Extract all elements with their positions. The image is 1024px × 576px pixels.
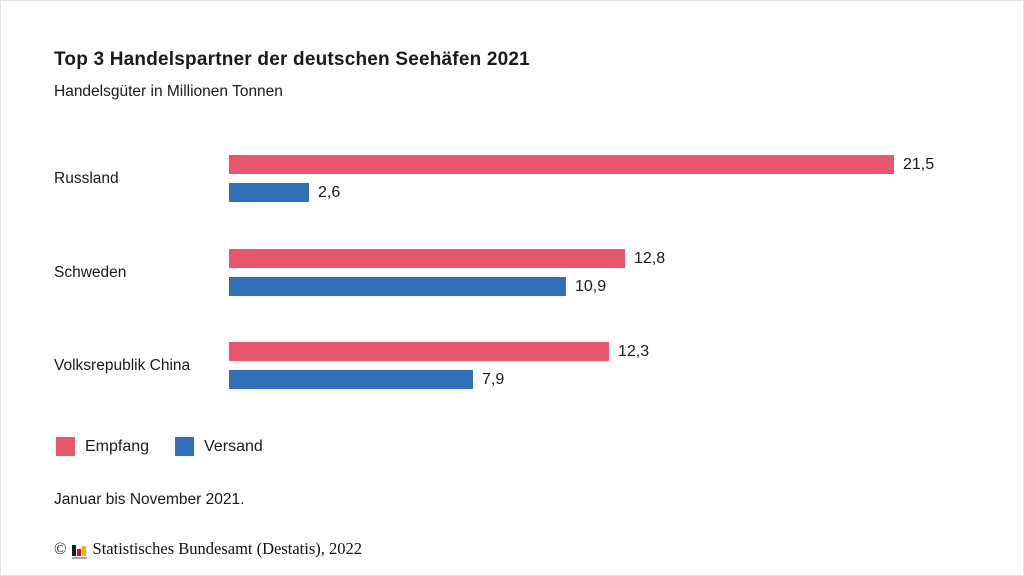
bar-empfang [229,342,609,361]
bar-versand [229,277,566,296]
value-label: 21,5 [903,156,935,173]
logo-bar-black [71,544,76,556]
value-label: 12,8 [634,250,666,267]
bar-versand [229,183,309,202]
bar-versand [229,370,473,389]
legend-item-versand: Versand [175,437,263,456]
copyright-text: Statistisches Bundesamt (Destatis), 2022 [92,539,363,558]
value-label: 2,6 [318,184,341,201]
chart-title: Top 3 Handelspartner der deutschen Seehä… [54,49,530,70]
logo-bar-red [76,548,81,556]
legend-label: Empfang [85,437,150,455]
legend-item-empfang: Empfang [56,437,149,456]
bar-group: Russland 21,5 2,6 [1,155,1023,203]
category-label: Volksrepublik China [54,357,191,374]
value-label: 10,9 [575,278,607,295]
value-label: 12,3 [618,343,650,360]
legend-swatch-icon [56,437,75,456]
legend-swatch-icon [175,437,195,456]
legend: Empfang Versand [56,437,289,456]
legend-label: Versand [204,437,263,455]
bar-group: Schweden 12,8 10,9 [1,249,1023,297]
value-label: 7,9 [482,371,505,388]
bar-group: Volksrepublik China 12,3 7,9 [1,342,1023,390]
bar-empfang [229,249,625,268]
copyright-symbol: © [54,539,67,558]
copyright-line: © Statistisches Bundesamt (Destatis), 20… [54,539,362,559]
logo-baseline [71,556,87,559]
footnote: Januar bis November 2021. [54,491,245,508]
category-label: Schweden [54,264,127,281]
destatis-mini-bar-chart-icon [71,544,88,559]
chart-subtitle: Handelsgüter in Millionen Tonnen [54,83,283,100]
bar-empfang [229,155,894,174]
category-label: Russland [54,170,119,187]
logo-bar-gold [81,545,86,556]
